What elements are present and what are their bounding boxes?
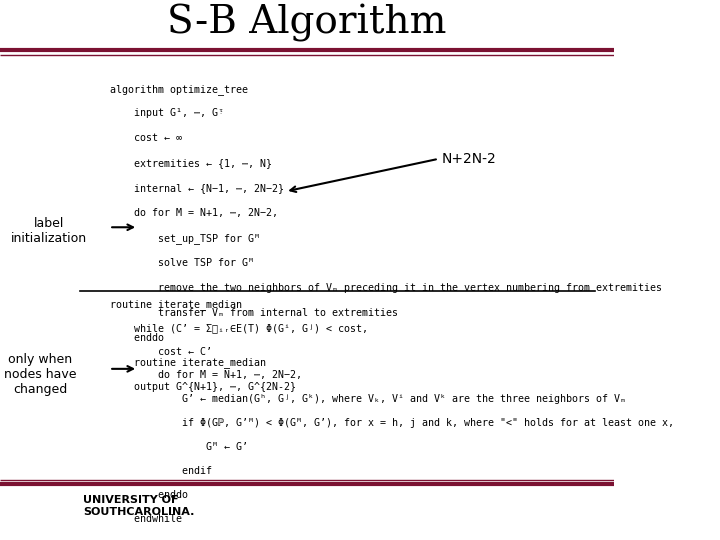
Text: remove the two neighbors of Vₘ preceding it in the vertex numbering from extremi: remove the two neighbors of Vₘ preceding… [110,283,662,293]
Text: do for M = N+1, ⋯, 2N−2,: do for M = N+1, ⋯, 2N−2, [110,370,302,380]
Text: solve TSP for Gᴹ: solve TSP for Gᴹ [110,258,254,268]
Text: routine iterate_median: routine iterate_median [110,357,266,368]
Text: UNIVERSITY OF
SOUTHCAROLINA.: UNIVERSITY OF SOUTHCAROLINA. [83,496,194,517]
Text: N+2N-2: N+2N-2 [442,152,497,166]
Text: input G¹, ⋯, Gᵎ: input G¹, ⋯, Gᵎ [110,109,225,118]
Text: only when
nodes have
changed: only when nodes have changed [4,353,76,395]
Text: while (C’ = Σ₟ᵢᵣ∈E(T) Φ(Gⁱ, Gʲ) < cost,: while (C’ = Σ₟ᵢᵣ∈E(T) Φ(Gⁱ, Gʲ) < cost, [110,323,369,333]
Text: routine iterate_median: routine iterate_median [110,299,243,310]
Text: internal ← {N−1, ⋯, 2N−2}: internal ← {N−1, ⋯, 2N−2} [110,183,284,193]
Text: algorithm optimize_tree: algorithm optimize_tree [110,84,248,94]
Text: output G^{N+1}, ⋯, G^{2N-2}: output G^{N+1}, ⋯, G^{2N-2} [110,382,297,393]
Text: cost ← ∞: cost ← ∞ [110,133,182,144]
Text: cost ← C’: cost ← C’ [110,347,212,356]
Text: enddo: enddo [110,333,164,342]
Text: if Φ(Gℙ, G’ᴹ) < Φ(Gᴹ, G’), for x = h, j and k, where "<" holds for at least one : if Φ(Gℙ, G’ᴹ) < Φ(Gᴹ, G’), for x = h, j … [110,418,675,428]
Text: label
initialization: label initialization [11,218,87,245]
Text: endwhile: endwhile [110,514,182,524]
Text: 🌴: 🌴 [26,496,42,524]
Text: extremities ← {1, ⋯, N}: extremities ← {1, ⋯, N} [110,158,272,168]
Text: S-B Algorithm: S-B Algorithm [167,4,446,42]
Text: do for M = N+1, ⋯, 2N−2,: do for M = N+1, ⋯, 2N−2, [110,208,279,218]
Text: G’ ← median(Gʰ, Gʲ, Gᵏ), where Vₖ, Vⁱ and Vᵏ are the three neighbors of Vₘ: G’ ← median(Gʰ, Gʲ, Gᵏ), where Vₖ, Vⁱ an… [110,394,626,404]
Text: set_up_TSP for Gᴹ: set_up_TSP for Gᴹ [110,233,261,244]
Text: enddo: enddo [110,490,189,500]
Text: endif: endif [110,466,212,476]
Text: transfer Vₘ from internal to extremities: transfer Vₘ from internal to extremities [110,308,398,318]
Text: Gᴹ ← G’: Gᴹ ← G’ [110,442,248,452]
